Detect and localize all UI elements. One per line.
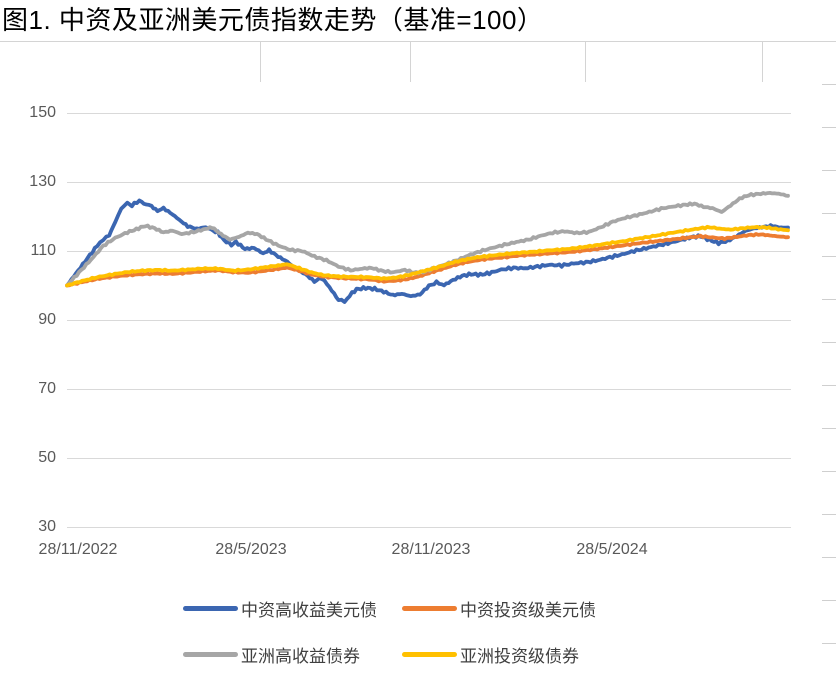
legend-line-swatch-asia-ig-bond: [402, 652, 457, 657]
legend-item-china-hy-usd-bond: 中资高收益美元债: [183, 596, 377, 621]
table-cell-border-vertical: [762, 42, 763, 82]
legend-label-china-ig-usd-bond: 中资投资级美元债: [460, 601, 596, 620]
legend-label-asia-ig-bond: 亚洲投资级债券: [460, 647, 579, 666]
x-tick-label-0: 28/11/2022: [38, 541, 118, 558]
series-line-china-ig-usd-bond: [65, 232, 790, 288]
legend-label-asia-hy-bond: 亚洲高收益债券: [241, 647, 360, 666]
legend-item-china-ig-usd-bond: 中资投资级美元债: [402, 596, 596, 621]
table-row-borders-right-edge: [822, 84, 836, 660]
legend-label-china-hy-usd-bond: 中资高收益美元债: [241, 601, 377, 620]
table-cell-border-vertical: [585, 42, 586, 82]
y-tick-label-30: 30: [38, 518, 56, 535]
y-tick-label-50: 50: [38, 449, 56, 466]
legend-item-asia-ig-bond: 亚洲投资级债券: [402, 642, 579, 667]
series-line-asia-ig-bond: [65, 224, 790, 288]
table-cell-border-vertical: [260, 42, 261, 82]
y-tick-label-150: 150: [29, 104, 56, 121]
figure-title: 图1. 中资及亚洲美元债指数走势（基准=100）: [2, 5, 544, 35]
legend-line-swatch-china-hy-usd-bond: [183, 606, 238, 611]
legend-line-swatch-asia-hy-bond: [183, 652, 238, 657]
x-tick-label-3: 28/5/2024: [576, 541, 648, 558]
y-tick-label-130: 130: [29, 173, 56, 190]
table-cell-border-horizontal: [0, 41, 836, 42]
series-line-china-hy-usd-bond: [65, 198, 790, 304]
legend-line-swatch-china-ig-usd-bond: [402, 606, 457, 611]
y-tick-label-110: 110: [30, 242, 56, 259]
y-tick-label-90: 90: [38, 311, 56, 328]
x-tick-label-1: 28/5/2023: [215, 541, 287, 558]
table-cell-border-vertical: [410, 42, 411, 82]
legend-item-asia-hy-bond: 亚洲高收益债券: [183, 642, 360, 667]
x-tick-label-2: 28/11/2023: [391, 541, 471, 558]
y-tick-label-70: 70: [38, 380, 56, 397]
